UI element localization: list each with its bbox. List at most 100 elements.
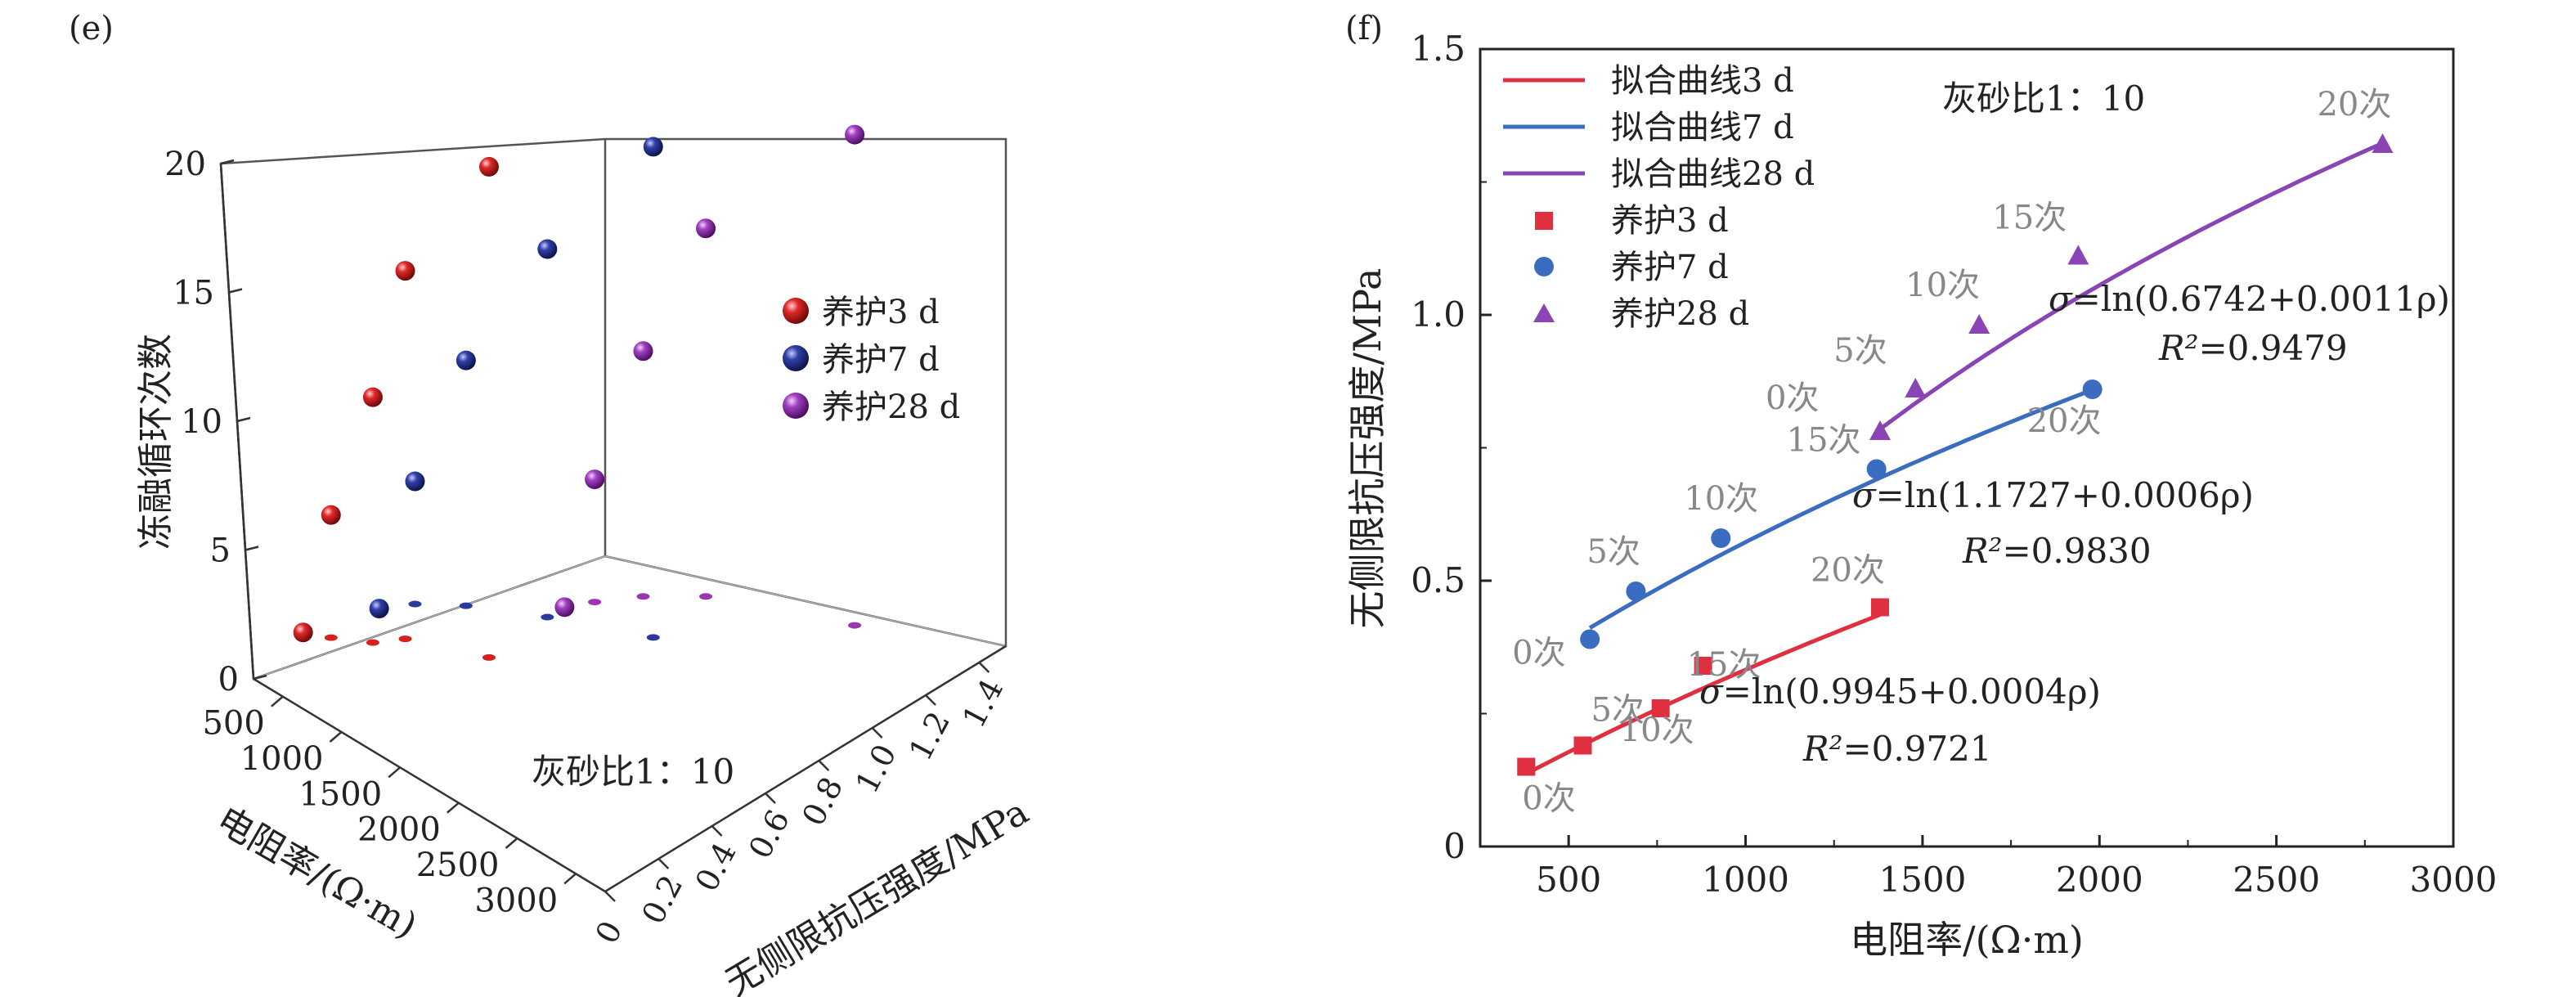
data-point-square (1573, 736, 1592, 755)
z-tick-label-e: 10 (181, 403, 222, 441)
point-label: 15次 (1992, 200, 2067, 237)
sphere-point (456, 350, 476, 371)
fit-equation-3d: σ=ln(0.9945+0.0004ρ) R²=0.9721 (1699, 671, 2101, 769)
legend-marker-circle (1534, 257, 1554, 276)
legend-f: 拟合曲线3 d 拟合曲线7 d 拟合曲线28 d 养护3 d 养护7 d 养护2… (1503, 62, 1815, 333)
x-tick-label-e: 2500 (416, 847, 500, 884)
legend-marker-blue (783, 345, 809, 371)
legend-marker-purple (783, 393, 809, 419)
y-tick-label-f: 0 (1443, 826, 1465, 866)
data-point-triangle (1968, 314, 1990, 334)
equation-r2: R² (1962, 531, 2002, 571)
y-axis-label-f: 无侧限抗压强度/MPa (1345, 268, 1389, 629)
fit-curve-1 (1588, 388, 2094, 630)
floor-projection-point (588, 599, 602, 606)
svg-text:R²=0.9721: R²=0.9721 (1802, 729, 1992, 769)
x-tick-label-e: 500 (202, 705, 264, 743)
legend-label: 养护7 d (1611, 249, 1729, 286)
fit-equation-7d: σ=ln(1.1727+0.0006ρ) R²=0.9830 (1852, 475, 2254, 571)
point-label: 10次 (1620, 712, 1694, 749)
z-tick-e (245, 546, 259, 551)
x-tick-e (388, 766, 401, 779)
x-axis-e (253, 677, 606, 893)
sphere-point (478, 156, 499, 177)
svg-text:σ=ln(1.1727+0.0006ρ): σ=ln(1.1727+0.0006ρ) (1852, 475, 2254, 515)
sphere-point (321, 505, 341, 525)
z-axis-label-e: 冻融循环次数 (135, 334, 177, 550)
annotation-ratio-e: 灰砂比1：10 (532, 752, 734, 792)
panel-label-f: (f) (1345, 10, 1383, 47)
data-point-triangle (2067, 245, 2089, 265)
floor-projection-point (848, 622, 862, 629)
y-tick-e (711, 825, 723, 837)
y-tick-label-e: 0 (588, 915, 629, 950)
equation-body: =ln(1.1727+0.0006ρ) (1876, 475, 2254, 515)
legend-marker-triangle (1533, 303, 1555, 322)
data-point-circle (1626, 582, 1646, 601)
y-axis-e (604, 644, 1007, 893)
legend-marker-red (783, 298, 809, 324)
point-label: 15次 (1787, 422, 1861, 460)
sphere-point (405, 471, 425, 492)
x-tick-e (505, 838, 518, 849)
y-tick-label-e: 1.0 (849, 739, 904, 799)
y-tick-e (978, 662, 990, 673)
x-tick-label-e: 2000 (357, 811, 441, 849)
equation-sigma: σ (1699, 671, 1724, 712)
y-tick-e (925, 694, 936, 706)
y-tick-e (871, 727, 883, 739)
svg-text:σ=ln(0.6742+0.0011ρ): σ=ln(0.6742+0.0011ρ) (2049, 279, 2450, 319)
sphere-point (585, 469, 605, 490)
equation-r2: R² (2158, 328, 2198, 368)
legend-label: 养护28 d (822, 388, 960, 426)
y-tick-label-e: 0.8 (795, 771, 850, 832)
x-tick-e (271, 695, 284, 707)
z-tick-label-e: 20 (164, 146, 206, 183)
equation-body: =ln(0.9945+0.0004ρ) (1723, 671, 2101, 712)
data-point-circle (1580, 629, 1600, 649)
point-label: 5次 (1833, 332, 1887, 370)
point-label: 20次 (1811, 552, 1885, 590)
y-tick-label-e: 1.2 (902, 706, 957, 766)
point-label: 20次 (2317, 86, 2391, 124)
z-tick-label-e: 15 (173, 275, 214, 312)
sphere-point (554, 597, 575, 618)
x-tick-label-e: 1500 (298, 775, 382, 813)
x-tick-label-f: 2000 (2056, 860, 2143, 900)
y-tick-e (818, 760, 830, 771)
fit-equation-28d: σ=ln(0.6742+0.0011ρ) R²=0.9479 (2049, 279, 2450, 368)
point-label: 15次 (1687, 646, 1761, 684)
floor-projection-point (408, 600, 422, 608)
point-label: 20次 (2027, 402, 2102, 440)
points-e (293, 124, 865, 643)
svg-text:R²=0.9479: R²=0.9479 (2158, 328, 2348, 368)
equation-r2-value: =0.9479 (2198, 328, 2347, 368)
sphere-point (362, 387, 383, 407)
point-label: 10次 (1905, 267, 1980, 304)
floor-projection-point (482, 653, 496, 661)
legend-label: 养护7 d (822, 341, 940, 379)
floor-projection-point (324, 634, 338, 641)
z-tick-e (236, 416, 251, 423)
y-tick-label-e: 0.4 (689, 837, 743, 897)
sphere-point (845, 124, 865, 145)
x-axis-label-f: 电阻率/(Ω·m) (1850, 918, 2084, 962)
data-point-circle (1711, 528, 1731, 548)
points-f (1517, 133, 2394, 776)
x-tick-e (447, 802, 460, 814)
legend-label: 拟合曲线3 d (1611, 62, 1794, 100)
sphere-point (537, 239, 558, 259)
x-tick-e (563, 873, 577, 885)
z-tick-e (228, 288, 243, 294)
legend-marker-square (1535, 212, 1553, 230)
x-tick-label-f: 1500 (1878, 860, 1966, 900)
legend-label: 拟合曲线28 d (1611, 155, 1815, 193)
equation-r2: R² (1802, 729, 1842, 769)
z-tick-label-e: 0 (218, 661, 239, 698)
x-tick-e (329, 731, 343, 743)
data-point-square (1517, 757, 1536, 776)
sphere-point (643, 137, 663, 157)
data-point-circle (1866, 459, 1887, 479)
x-tick-label-f: 1000 (1702, 860, 1789, 900)
